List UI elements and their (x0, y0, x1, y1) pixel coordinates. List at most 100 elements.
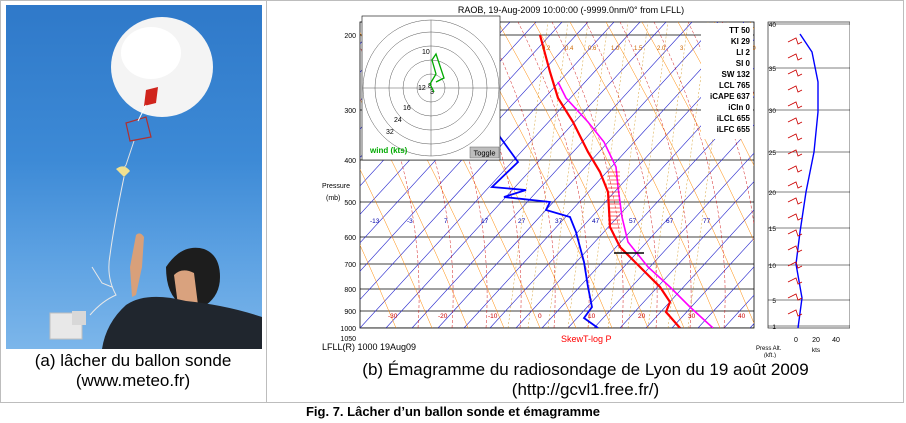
stability-index: iCIn 0 (728, 103, 750, 112)
isotherm-label: 7 (444, 218, 448, 225)
mixing-ratio-label: 1.0 (611, 46, 620, 52)
isotherm-line (360, 22, 615, 301)
wind-barb (787, 37, 803, 45)
emagram-footer-title: SkewT-log P (561, 334, 612, 344)
photo-caption-line2: (www.meteo.fr) (75, 371, 191, 390)
mixing-ratio-line (547, 22, 589, 328)
altitude-tick-label: 30 (769, 108, 777, 115)
dry-adiabat-line (360, 327, 361, 328)
isotherm-label: -13 (370, 218, 380, 225)
emagram-caption-line2: (http://gcvl1.free.fr/) (511, 380, 660, 399)
altitude-tick-label: 5 (772, 298, 776, 305)
isotherm-line (411, 22, 693, 328)
mixing-ratio-line (507, 22, 549, 328)
photo-caption-line1: (a) lâcher du ballon sonde (34, 351, 232, 370)
pressure-tick-label: 900 (344, 309, 356, 316)
wind-barb (787, 181, 803, 189)
dry-adiabat-line (360, 244, 397, 328)
pressure-tick-label: 300 (344, 108, 356, 115)
pressure-tick-label: 700 (344, 262, 356, 269)
pressure-tick-label: 400 (344, 158, 356, 165)
pressure-axis-label-1: Pressure (322, 183, 350, 190)
dry-adiabat-line (605, 22, 754, 324)
dry-adiabat-line (641, 22, 754, 242)
isotherm-label: -20 (438, 313, 448, 320)
dry-adiabat-line (569, 22, 721, 328)
pressure-tick-label: 600 (344, 235, 356, 242)
isotherm-label: 10 (588, 313, 596, 320)
isotherm-label: 77 (703, 218, 711, 225)
altitude-tick-label: 25 (769, 150, 777, 157)
isotherm-label: 20 (638, 313, 646, 320)
isotherm-label: 17 (481, 218, 489, 225)
isotherm-label: 30 (688, 313, 696, 320)
isotherm-line (671, 237, 754, 328)
toggle-label[interactable]: Toggle (473, 149, 495, 158)
isotherm-label: 0 (538, 313, 542, 320)
altitude-tick-label: 15 (769, 226, 777, 233)
wind-barb (787, 101, 803, 109)
wind-barb (787, 309, 803, 317)
balloon-launch-photo (6, 5, 262, 349)
stability-index: LCL 765 (719, 81, 751, 90)
figure-frame (0, 0, 904, 403)
hodograph-label: 12 (418, 85, 426, 92)
wind-barb (787, 293, 803, 301)
figure-title: Fig. 7. Lâcher d’un ballon sonde et émag… (305, 404, 600, 419)
dewpoint-profile (485, 109, 599, 328)
pressure-tick-label: 1050 (340, 336, 356, 343)
mixing-ratio-label: 0.4 (565, 46, 574, 52)
wind-barb (787, 149, 803, 157)
emagram-header: RAOB, 19-Aug-2009 10:00:00 (-9999.0nm/0°… (458, 5, 684, 15)
wind-barb (787, 165, 803, 173)
isotherm-line (360, 22, 563, 244)
wind-axis-unit: kts (812, 347, 821, 354)
stability-index: iLCL 655 (717, 114, 751, 123)
isotherm-line (645, 209, 754, 328)
hodograph-label: 3 (430, 89, 434, 96)
isotherm-label: 67 (666, 218, 674, 225)
altitude-tick-label: 20 (769, 190, 777, 197)
moist-adiabat-line (483, 22, 556, 328)
altitude-tick-label: 1 (772, 324, 776, 331)
mixing-ratio-label: 1.5 (634, 46, 643, 52)
mixing-ratio-label: 0.2 (542, 46, 551, 52)
wind-barb (787, 277, 803, 285)
wind-speed-profile (795, 33, 819, 329)
isotherm-line (360, 22, 641, 328)
altitude-tick-label: 40 (769, 22, 777, 29)
isotherm-label: 47 (592, 218, 600, 225)
hodograph-trace (429, 52, 445, 93)
isotherm-label: -30 (388, 313, 398, 320)
mixing-ratio-label: 3 (680, 46, 684, 52)
wind-barb (787, 213, 803, 221)
isotherm-line (463, 22, 745, 328)
wind-axis-tick: 0 (794, 337, 798, 344)
isotherm-label: -3 (407, 218, 413, 225)
moist-adiabat-line (585, 22, 658, 328)
emagram-caption-line1: (b) Émagramme du radiosondage de Lyon du… (362, 360, 809, 379)
hodograph-label: 8 (428, 83, 432, 90)
pressure-tick-label: 800 (344, 287, 356, 294)
stability-index: iLFC 655 (717, 125, 751, 134)
hodograph-ring-label: 24 (394, 117, 402, 124)
parcel-profile (557, 81, 714, 328)
isotherm-label: 37 (555, 218, 563, 225)
wind-barb (787, 85, 803, 93)
photo-caption: (a) lâcher du ballon sonde (www.meteo.fr… (0, 351, 266, 391)
hodograph-label: 10 (422, 49, 430, 56)
emagram-footer-station: LFLL(R) 1000 19Aug09 (322, 342, 416, 352)
mixing-ratio-line (647, 22, 689, 328)
pressure-tick-label: 200 (344, 33, 356, 40)
skewt-emagram: 200 300 400 500 600 700 800 900 1000 1050 0.2 0.4 0.… (318, 2, 850, 358)
hodograph-ring-label: 32 (386, 129, 394, 136)
altitude-axis-label: Press Alt. (756, 346, 782, 352)
wind-barb (787, 53, 803, 61)
dry-adiabat-line (318, 22, 324, 328)
stability-index: LI 2 (736, 48, 750, 57)
toggle-button[interactable] (469, 146, 500, 159)
wind-axis-tick: 20 (812, 337, 820, 344)
mixing-ratio-label: 2.0 (657, 46, 666, 52)
panel-divider (266, 1, 267, 402)
isotherm-line (619, 181, 754, 328)
